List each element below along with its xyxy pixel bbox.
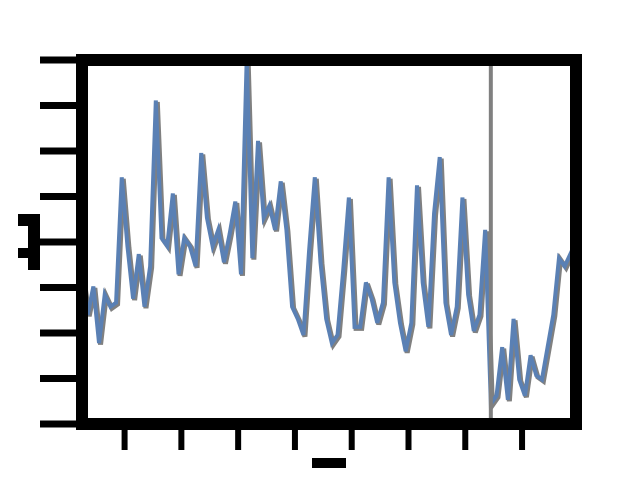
x-axis-ticks [121, 424, 526, 468]
series-line [80, 59, 578, 410]
plot-area [80, 59, 580, 424]
axes-frame [76, 54, 582, 430]
y-label-mark [18, 214, 40, 226]
y-label-mark-bar [18, 248, 36, 258]
x-label-mark [312, 458, 346, 468]
y-axis-ticks [18, 56, 82, 428]
